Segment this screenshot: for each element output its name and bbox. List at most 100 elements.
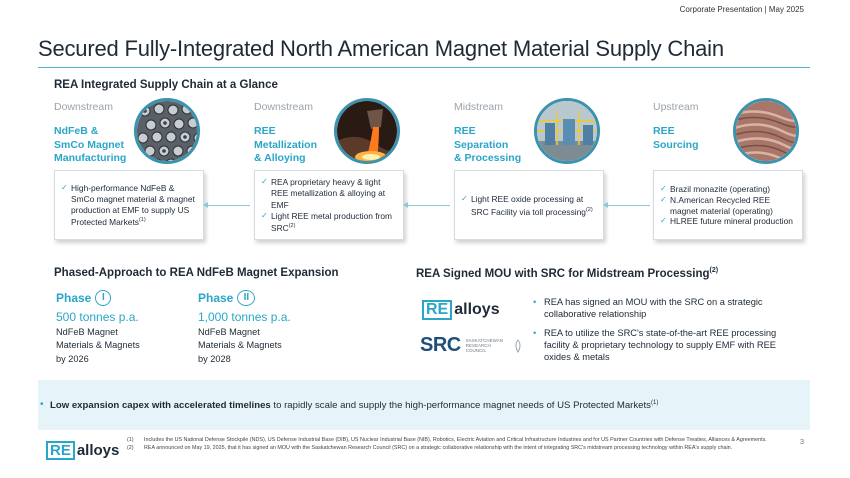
src-logo-subtitle: Saskatchewan Research Council bbox=[465, 338, 503, 353]
stage-name: REE Sourcing bbox=[653, 125, 699, 152]
phase-desc-line: Materials & Magnets bbox=[198, 340, 282, 350]
stage-name-line: & Processing bbox=[454, 152, 522, 164]
bullet-text: High-performance NdFeB & SmCo magnet mat… bbox=[71, 183, 195, 227]
stage-name: REE Separation & Processing bbox=[454, 125, 521, 166]
stage-bullet: HLREE future mineral production bbox=[660, 216, 796, 227]
phased-heading: Phased-Approach to REA NdFeB Magnet Expa… bbox=[54, 267, 339, 279]
bullet-text: Light REE metal production from SRC bbox=[271, 210, 393, 234]
stage-bullet: Brazil monazite (operating) bbox=[660, 184, 796, 195]
stage-bullet: High-performance NdFeB & SmCo magnet mat… bbox=[61, 183, 197, 227]
stage-bullet: Light REE oxide processing at SRC Facili… bbox=[461, 194, 597, 217]
stage-name-line: Manufacturing bbox=[54, 152, 127, 164]
logo-re-mark: RE bbox=[422, 300, 453, 320]
src-logo: SRC Saskatchewan Research Council bbox=[420, 334, 523, 357]
flow-arrow-left bbox=[603, 202, 650, 208]
stage-name-line: Metallization bbox=[254, 138, 318, 151]
mou-bullet: REA has signed an MOU with the SRC on a … bbox=[530, 296, 800, 320]
stage-downstream-metallization: Downstream REE Metallization & Alloying … bbox=[254, 98, 424, 248]
magnet-grid-image bbox=[134, 98, 200, 164]
page-number: 3 bbox=[799, 437, 804, 446]
bullet-text: Light REE oxide processing at SRC Facili… bbox=[471, 194, 586, 217]
stage-name-line: Separation bbox=[454, 138, 509, 151]
mou-bullet: REA to utilize the SRC's state-of-the-ar… bbox=[530, 327, 800, 363]
footnote-ref: (1) bbox=[138, 217, 146, 224]
phase-2-capacity: 1,000 tonnes p.a. bbox=[198, 310, 291, 324]
stage-label: Downstream bbox=[54, 101, 113, 113]
phase-1-title: Phase I bbox=[56, 290, 112, 306]
phase-label: Phase bbox=[56, 291, 92, 305]
footnote-number: (2) bbox=[127, 445, 134, 451]
stage-detail-box: High-performance NdFeB & SmCo magnet mat… bbox=[54, 170, 204, 240]
mou-heading: REA Signed MOU with SRC for Midstream Pr… bbox=[416, 267, 718, 280]
stage-name-line: REE bbox=[254, 125, 276, 137]
phase-1-year: by 2026 bbox=[56, 354, 89, 364]
footnote-number: (1) bbox=[127, 437, 134, 443]
phase-2-description: NdFeB Magnet Materials & Magnets bbox=[198, 326, 328, 352]
footnote-item: (2) REA announced on May 19, 2025, that … bbox=[127, 445, 787, 452]
logo-alloys-mark: alloys bbox=[454, 301, 500, 318]
stage-detail-box: REA proprietary heavy & light REE metall… bbox=[254, 170, 404, 240]
footnote-text: Includes the US National Defense Stockpi… bbox=[144, 437, 767, 443]
banner-text: Low expansion capex with accelerated tim… bbox=[50, 400, 658, 411]
stage-upstream-sourcing: Upstream REE Sourcing Brazil monazite (o… bbox=[653, 98, 823, 248]
stage-bullet: Light REE metal production from SRC(2) bbox=[261, 211, 397, 234]
title-divider bbox=[38, 67, 810, 68]
page-title: Secured Fully-Integrated North American … bbox=[38, 36, 724, 61]
bullet-text: Brazil monazite (operating) bbox=[670, 184, 771, 195]
molten-metal-image bbox=[334, 98, 400, 164]
supply-chain-heading: REA Integrated Supply Chain at a Glance bbox=[54, 79, 278, 91]
phase-2-year: by 2028 bbox=[198, 354, 231, 364]
stage-name-line: NdFeB & bbox=[54, 125, 99, 137]
stage-bullet: N.American Recycled REE magnet material … bbox=[660, 195, 796, 216]
phase-desc-line: NdFeB Magnet bbox=[198, 327, 260, 337]
phase-desc-line: Materials & Magnets bbox=[56, 340, 140, 350]
stage-midstream-separation: Midstream REE Separation & Processing Li… bbox=[454, 98, 624, 248]
stage-downstream-magnet: Downstream NdFeB & SmCo Magnet Manufactu… bbox=[54, 98, 224, 248]
phase-label: Phase bbox=[198, 291, 234, 305]
logo-re-mark: RE bbox=[46, 441, 75, 460]
stage-label: Downstream bbox=[254, 101, 313, 113]
stage-detail-box: Brazil monazite (operating) N.American R… bbox=[653, 170, 803, 240]
banner-rest-text: to rapidly scale and supply the high-per… bbox=[270, 400, 651, 412]
phase-desc-line: NdFeB Magnet bbox=[56, 327, 118, 337]
logo-alloys-mark: alloys bbox=[76, 442, 120, 459]
stage-name-line: Sourcing bbox=[653, 138, 699, 151]
stage-name-line: REE bbox=[454, 125, 476, 137]
header-meta: Corporate Presentation | May 2025 bbox=[679, 5, 804, 14]
realloys-logo-footer: RE alloys bbox=[46, 441, 119, 460]
banner-bold-text: Low expansion capex with accelerated tim… bbox=[50, 400, 271, 412]
footnote-text: REA announced on May 19, 2025, that it h… bbox=[144, 445, 733, 451]
footnote-item: (1) Includes the US National Defense Sto… bbox=[127, 437, 787, 444]
footnote-ref: (2) bbox=[585, 206, 593, 213]
footnote-ref: (2) bbox=[288, 223, 296, 230]
flow-arrow-left bbox=[403, 202, 450, 208]
footnote-ref: (1) bbox=[650, 400, 659, 406]
stage-detail-box: Light REE oxide processing at SRC Facili… bbox=[454, 170, 604, 240]
flow-arrow-left bbox=[203, 202, 250, 208]
processing-plant-image bbox=[534, 98, 600, 164]
banner-bullet-icon: • bbox=[40, 399, 44, 410]
highlight-banner bbox=[38, 380, 810, 430]
mou-heading-text: REA Signed MOU with SRC for Midstream Pr… bbox=[416, 267, 710, 280]
footnote-ref: (2) bbox=[709, 267, 719, 274]
realloys-logo-mou: RE alloys bbox=[422, 300, 500, 320]
phase-1-description: NdFeB Magnet Materials & Magnets bbox=[56, 326, 186, 352]
phase-numeral-badge: II bbox=[237, 290, 256, 306]
stage-name: REE Metallization & Alloying bbox=[254, 125, 317, 166]
bullet-text: HLREE future mineral production bbox=[670, 216, 793, 227]
bullet-text: REA proprietary heavy & light REE metall… bbox=[271, 177, 386, 211]
stage-label: Midstream bbox=[454, 101, 504, 113]
phase-1-capacity: 500 tonnes p.a. bbox=[56, 310, 139, 324]
phase-numeral-badge: I bbox=[95, 290, 112, 306]
stage-label: Upstream bbox=[653, 101, 699, 113]
footnotes: (1) Includes the US National Defense Sto… bbox=[127, 437, 787, 453]
mineral-sand-image bbox=[733, 98, 799, 164]
src-leaf-icon bbox=[515, 338, 521, 353]
stage-name-line: SmCo Magnet bbox=[54, 138, 125, 151]
stage-name-line: & Alloying bbox=[254, 152, 306, 164]
stage-bullet: REA proprietary heavy & light REE metall… bbox=[261, 177, 397, 211]
phase-2-title: Phase II bbox=[198, 290, 256, 306]
mou-bullet-list: REA has signed an MOU with the SRC on a … bbox=[530, 296, 800, 370]
stage-name: NdFeB & SmCo Magnet Manufacturing bbox=[54, 125, 126, 166]
src-logo-mark: SRC bbox=[420, 334, 461, 356]
